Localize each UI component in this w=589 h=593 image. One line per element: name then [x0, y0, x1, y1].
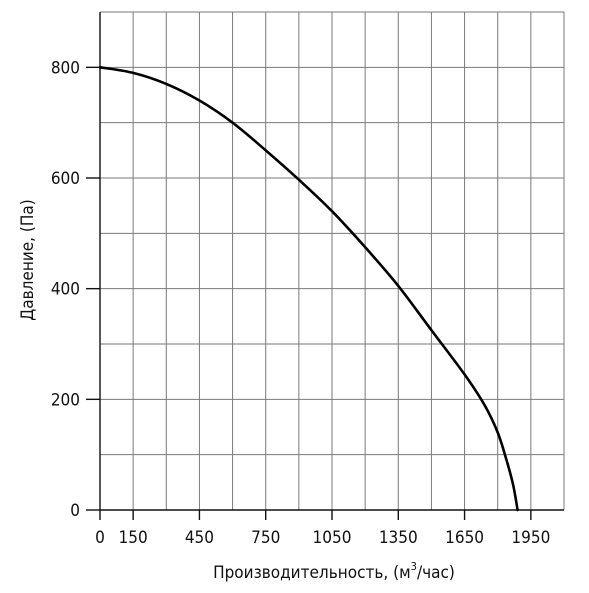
tick-labels: 0 200 400 600 800 0 150 450 750 1050 1350 1650 1950: [51, 58, 551, 548]
x-axis-label-main: Производительность, (м: [213, 563, 411, 583]
y-axis-label: Давление, (Па): [18, 199, 38, 320]
x-tick-label: 1050: [313, 528, 352, 548]
series-line: [98, 66, 519, 512]
x-tick-label: 450: [185, 528, 214, 548]
curve-layer: [98, 66, 519, 512]
y-tick-label: 200: [51, 390, 80, 410]
x-tick-label: 1650: [445, 528, 484, 548]
y-tick-label: 0: [70, 501, 80, 521]
y-tick-label: 600: [51, 169, 80, 189]
y-tick-label: 800: [51, 58, 80, 78]
y-tick-label: 400: [51, 280, 80, 300]
x-tick-label: 1350: [379, 528, 418, 548]
x-axis-label: Производительность, (м3/час): [213, 560, 455, 583]
x-axis-label-tail: /час): [417, 563, 455, 583]
grid-lines: [99, 11, 565, 511]
x-tick-label: 1950: [511, 528, 550, 548]
x-tick-label: 750: [251, 528, 280, 548]
x-tick-label: 0: [95, 528, 105, 548]
x-tick-label: 150: [119, 528, 148, 548]
x-axis-label-superscript: 3: [411, 560, 417, 573]
